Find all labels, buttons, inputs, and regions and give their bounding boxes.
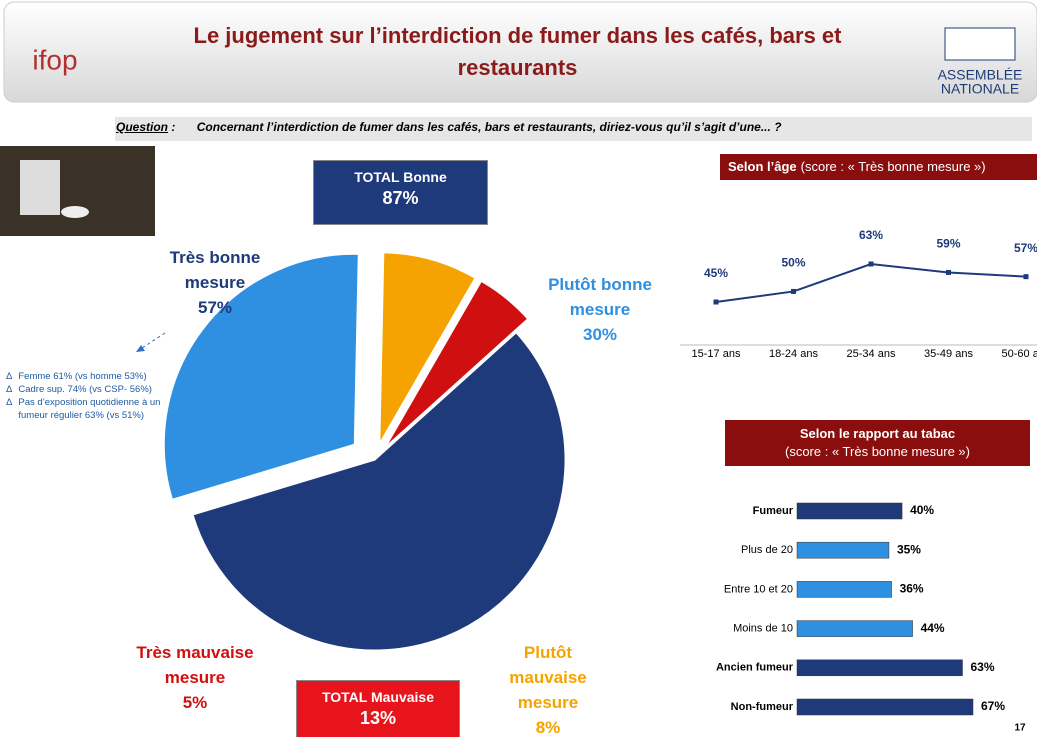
pie-value-label: 5% xyxy=(120,690,270,715)
pie-value-label: 8% xyxy=(473,715,623,737)
bar xyxy=(797,660,962,676)
chart: ifop ASSEMBLÉE NATIONALE 17 45%15-17 ans… xyxy=(0,0,1037,737)
question-label: Question xyxy=(116,120,168,134)
value-label: 35% xyxy=(897,542,921,556)
value-label: 63% xyxy=(970,660,994,674)
panel-title: Selon le rapport au tabac xyxy=(725,425,1030,443)
logo-right: NATIONALE xyxy=(941,81,1019,97)
page-number: 17 xyxy=(1014,723,1026,734)
panel-header: Selon le rapport au tabac(score : « Très… xyxy=(725,420,1030,466)
bar xyxy=(797,581,892,597)
assembly-logo xyxy=(945,28,1015,60)
bar xyxy=(797,542,889,558)
logo-left: ifop xyxy=(32,44,77,75)
total-box: TOTAL Bonne 87% xyxy=(313,160,488,225)
total-label: TOTAL Bonne xyxy=(314,169,487,185)
total-value: 87% xyxy=(314,188,487,209)
point xyxy=(714,300,719,305)
point xyxy=(869,262,874,267)
note-arrowhead xyxy=(136,345,145,352)
value-label: 44% xyxy=(921,621,945,635)
note: Δ Femme 61% (vs homme 53%) xyxy=(6,370,186,383)
y-tick-label: Entre 10 et 20 xyxy=(724,583,793,595)
y-tick-label: Non-fumeur xyxy=(731,701,794,713)
bar xyxy=(797,503,902,519)
total-value: 13% xyxy=(297,708,459,729)
pie-category: Plutôt mauvaise mesure xyxy=(473,640,623,715)
x-tick-label: 25-34 ans xyxy=(847,348,896,360)
photo-cup xyxy=(61,206,89,218)
note-marker: Δ xyxy=(6,370,12,383)
total-label: TOTAL Mauvaise xyxy=(297,689,459,705)
y-tick-label: Fumeur xyxy=(753,505,794,517)
pie-category: Très bonne mesure xyxy=(140,245,290,295)
panel-subtitle: (score : « Très bonne mesure ») xyxy=(801,159,986,174)
y-tick-label: Plus de 20 xyxy=(741,544,793,556)
question-text: Concernant l’interdiction de fumer dans … xyxy=(197,120,782,134)
value-label: 67% xyxy=(981,699,1005,713)
value-label: 50% xyxy=(781,256,805,270)
note-marker: Δ xyxy=(6,383,12,396)
question: Question : Concernant l’interdiction de … xyxy=(116,120,782,134)
x-tick-label: 15-17 ans xyxy=(692,348,741,360)
x-tick-label: 18-24 ans xyxy=(769,348,818,360)
note-text: Pas d’exposition quotidienne à un fumeur… xyxy=(18,396,186,422)
panel-title: Selon l’âge xyxy=(728,159,797,174)
point xyxy=(791,289,796,294)
note-marker: Δ xyxy=(6,396,12,422)
note-text: Cadre sup. 74% (vs CSP- 56%) xyxy=(18,383,152,396)
value-label: 57% xyxy=(1014,241,1037,255)
value-label: 40% xyxy=(910,503,934,517)
value-label: 63% xyxy=(859,228,883,242)
pie-value-label: 57% xyxy=(140,295,290,320)
question-separator: : xyxy=(171,120,175,134)
panel-header: Selon l’âge (score : « Très bonne mesure … xyxy=(720,154,1037,180)
line xyxy=(716,264,1026,302)
value-label: 45% xyxy=(704,266,728,280)
x-tick-label: 50-60 ans xyxy=(1002,348,1037,360)
panel-subtitle: (score : « Très bonne mesure ») xyxy=(725,443,1030,461)
notes: Δ Femme 61% (vs homme 53%) Δ Cadre sup. 74%… xyxy=(6,370,186,422)
total-box: TOTAL Mauvaise 13% xyxy=(296,680,460,737)
pie-value-label: 30% xyxy=(525,322,675,347)
title: Le jugement sur l’interdiction de fumer … xyxy=(150,20,885,84)
pie-category: Très mauvaise mesure xyxy=(120,640,270,690)
value-label: 59% xyxy=(936,237,960,251)
x-tick-label: 35-49 ans xyxy=(924,348,973,360)
photo-sign xyxy=(20,160,60,215)
point xyxy=(946,270,951,275)
y-tick-label: Moins de 10 xyxy=(733,623,793,635)
y-tick-label: Ancien fumeur xyxy=(716,662,794,674)
note: Δ Cadre sup. 74% (vs CSP- 56%) xyxy=(6,383,186,396)
bar xyxy=(797,621,913,637)
value-label: 36% xyxy=(900,582,924,596)
point xyxy=(1024,274,1029,279)
pie-category: Plutôt bonne mesure xyxy=(525,272,675,322)
slide: ifop ASSEMBLÉE NATIONALE 17 45%15-17 ans… xyxy=(0,0,1037,737)
bar xyxy=(797,699,973,715)
note-text: Femme 61% (vs homme 53%) xyxy=(18,370,146,383)
